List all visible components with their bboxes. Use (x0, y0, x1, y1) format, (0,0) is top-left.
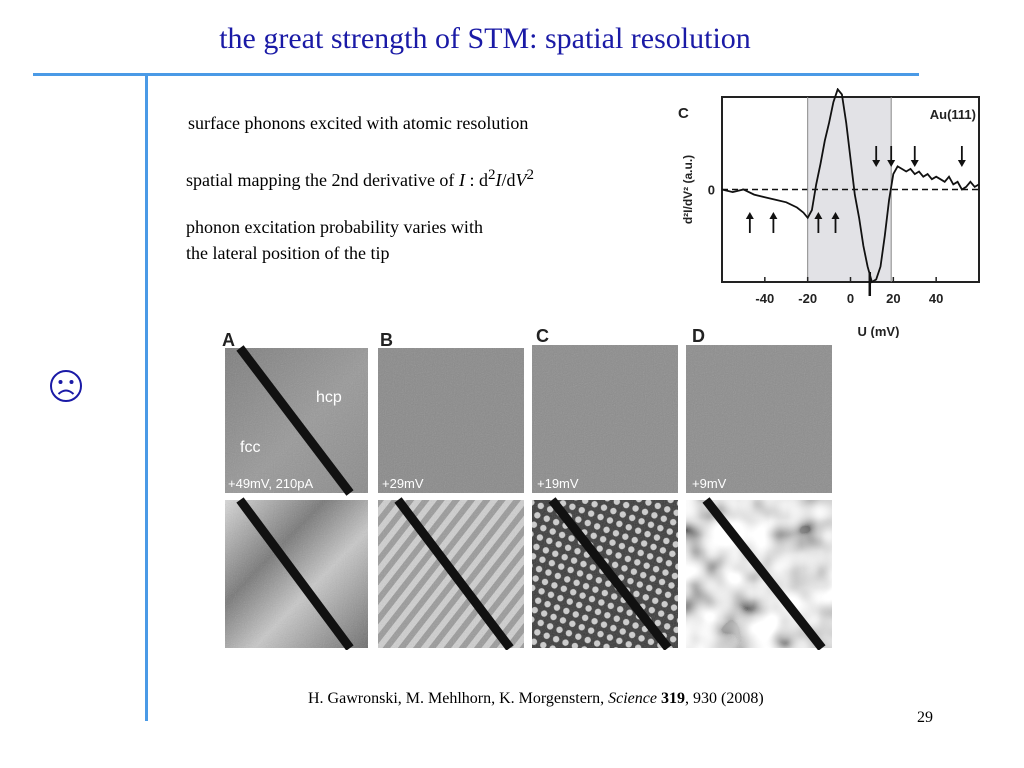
reference: H. Gawronski, M. Mehlhorn, K. Morgenster… (308, 690, 764, 708)
down-arrow-1 (887, 146, 896, 167)
x-tick-label: -40 (755, 291, 774, 306)
series-line (721, 88, 980, 284)
panel-b-bottom (378, 497, 524, 650)
panel-b-caption: +29mV (382, 476, 424, 491)
panel-b-top: +29mV (378, 348, 524, 493)
panel-a-top: hcp fcc +49mV, 210pA (225, 345, 368, 496)
var-i2: I (495, 170, 502, 190)
panel-a-bottom (225, 497, 368, 650)
bullet-dv: /d (501, 170, 516, 190)
shaded-region (807, 97, 892, 282)
slide-title: the great strength of STM: spatial resol… (219, 22, 751, 55)
panel-c-bottom (532, 497, 678, 650)
page-number: 29 (917, 709, 933, 726)
bullet-text: spatial mapping the 2nd derivative of (186, 170, 455, 190)
down-arrow-2 (910, 146, 919, 167)
spectrum-chart: -40 -20 0 20 40 C Au(111) 0 d²I/dV² (a.u.) U… (678, 88, 980, 338)
up-arrow-3 (831, 212, 840, 233)
sup-2b: 2 (526, 167, 534, 183)
panel-c-label: C (536, 326, 549, 346)
y-tick-label: 0 (708, 183, 715, 198)
reference-journal: Science (608, 690, 657, 707)
stm-image-grid: A hcp fcc +49mV, 210pA B +29mV C +19mV D (222, 326, 832, 650)
fcc-label: fcc (240, 439, 260, 456)
panel-a-caption: +49mV, 210pA (228, 476, 314, 491)
reference-authors: H. Gawronski, M. Mehlhorn, K. Morgenster… (308, 690, 609, 707)
reference-pages-year: , 930 (2008) (684, 690, 764, 707)
bullet-spatial-mapping: spatial mapping the 2nd derivative of I … (186, 162, 534, 193)
panel-c-top: +19mV (532, 345, 678, 493)
left-vertical-divider (145, 73, 148, 721)
x-tick-label: 20 (886, 291, 900, 306)
y-axis-label: d²I/dV² (a.u.) (681, 155, 695, 224)
down-arrow-0 (872, 146, 881, 167)
x-tick-label: 40 (929, 291, 943, 306)
bullet-phonons: surface phonons excited with atomic reso… (188, 113, 529, 133)
panel-d-caption: +9mV (692, 476, 727, 491)
bullet-colon: : d (464, 170, 488, 190)
x-tick-label: 0 (847, 291, 854, 306)
chart-panel-label: C (678, 105, 689, 122)
panel-a-label: A (222, 330, 235, 350)
var-i: I (458, 170, 465, 190)
hcp-label: hcp (316, 389, 342, 406)
panel-d-bottom (686, 497, 832, 650)
panel-d-top: +9mV (686, 345, 832, 493)
bullet-line-1: phonon excitation probability varies wit… (186, 217, 483, 237)
up-arrow-0 (745, 212, 754, 233)
bullet-line-2: the lateral position of the tip (186, 243, 390, 263)
panel-c-caption: +19mV (537, 476, 579, 491)
reference-volume: 319 (656, 690, 685, 707)
down-arrow-3 (957, 146, 966, 167)
sup-2: 2 (487, 167, 496, 183)
up-arrow-2 (814, 212, 823, 233)
x-tick-label: -20 (798, 291, 817, 306)
chart-title: Au(111) (930, 107, 976, 122)
title-divider (33, 73, 919, 76)
bullet-probability: phonon excitation probability varies wit… (186, 214, 483, 266)
panel-b-label: B (380, 330, 393, 350)
up-arrow-1 (769, 212, 778, 233)
panel-d-label: D (692, 326, 705, 346)
sad-face-icon (48, 368, 84, 409)
x-axis-label: U (mV) (858, 324, 900, 338)
var-v: V (515, 170, 527, 190)
